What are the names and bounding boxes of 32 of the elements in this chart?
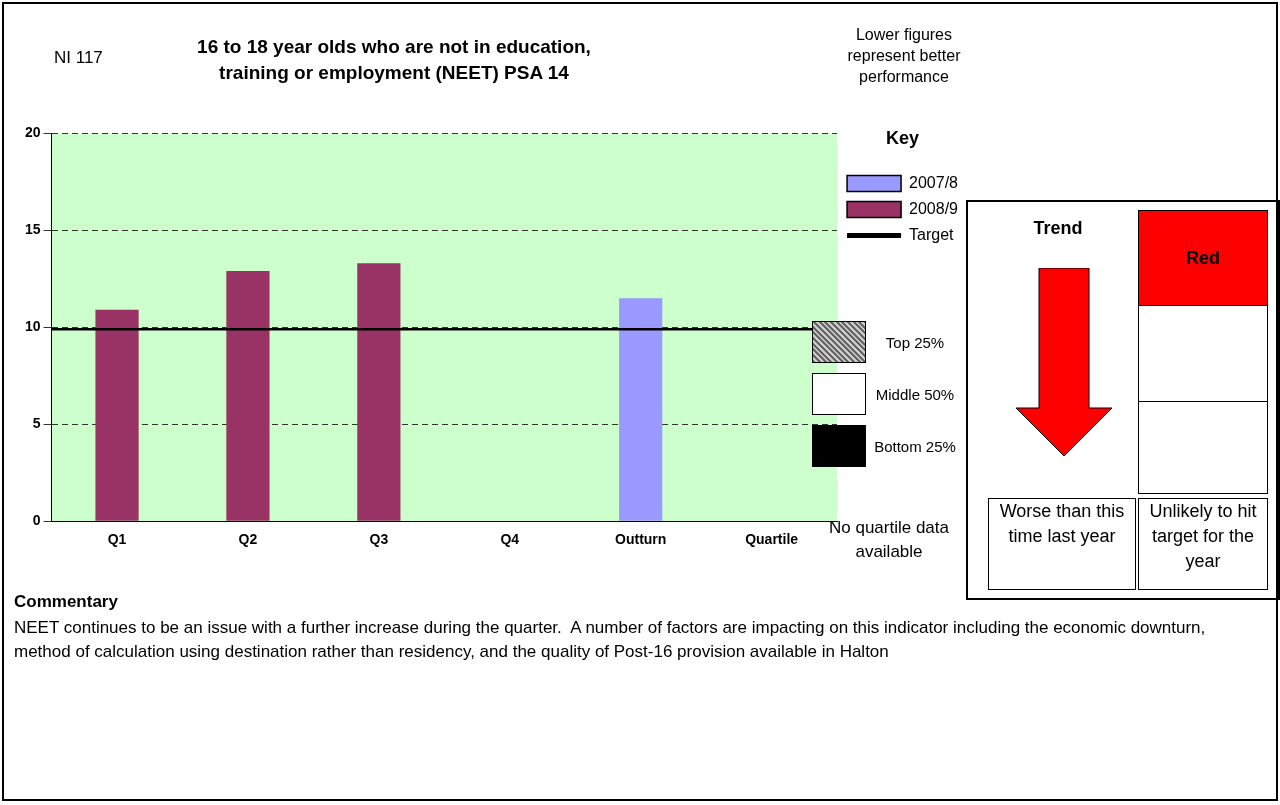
text: NI 117: [54, 48, 103, 68]
x-tick-label: Q2: [238, 531, 258, 548]
bar: [357, 263, 401, 521]
legend-label: Target: [909, 226, 955, 244]
y-tick-label: 0: [32, 512, 41, 529]
y-tick-label: 20: [24, 124, 41, 141]
text: NEET continues to be an issue with a further increase during the quarter. A number of factors are impacting on this indicator including the economic downturn, method of calculation using destination rather than residency, and the quality of Post-16 provision available in Halton: [14, 617, 1207, 663]
x-tick-label: Outturn: [615, 531, 667, 548]
legend-label: 2007/8: [909, 174, 959, 192]
status-column: Red: [1138, 210, 1268, 494]
text: Middle 50%: [874, 385, 956, 403]
text: Commentary: [14, 592, 118, 612]
chart-title: 16 to 18 year olds who are not in education, training or employment (NEET) PSA 14: [196, 35, 592, 85]
x-tick-label: Q3: [369, 531, 389, 548]
text: Unlikely to hit target for the year: [1138, 498, 1268, 590]
bar: [226, 271, 270, 521]
y-tick-label: 5: [32, 415, 41, 432]
y-tick-label: 10: [24, 318, 41, 335]
text: Trend: [1032, 218, 1084, 239]
x-tick-label: Q4: [500, 531, 520, 548]
bar: [619, 298, 663, 521]
legend-label: 2008/9: [909, 200, 959, 218]
bar: [95, 309, 139, 521]
text: Lower figures represent better performance: [846, 25, 962, 87]
text: Bottom 25%: [873, 437, 957, 455]
text: Top 25%: [884, 333, 946, 351]
text: Worse than this time last year: [988, 498, 1136, 590]
legend-title: Key: [886, 127, 920, 148]
y-tick-label: 15: [24, 221, 41, 238]
annotation: No quartile data available: [828, 517, 950, 563]
x-tick-label: Q1: [107, 531, 127, 548]
x-tick-label: Quartile: [745, 531, 799, 548]
